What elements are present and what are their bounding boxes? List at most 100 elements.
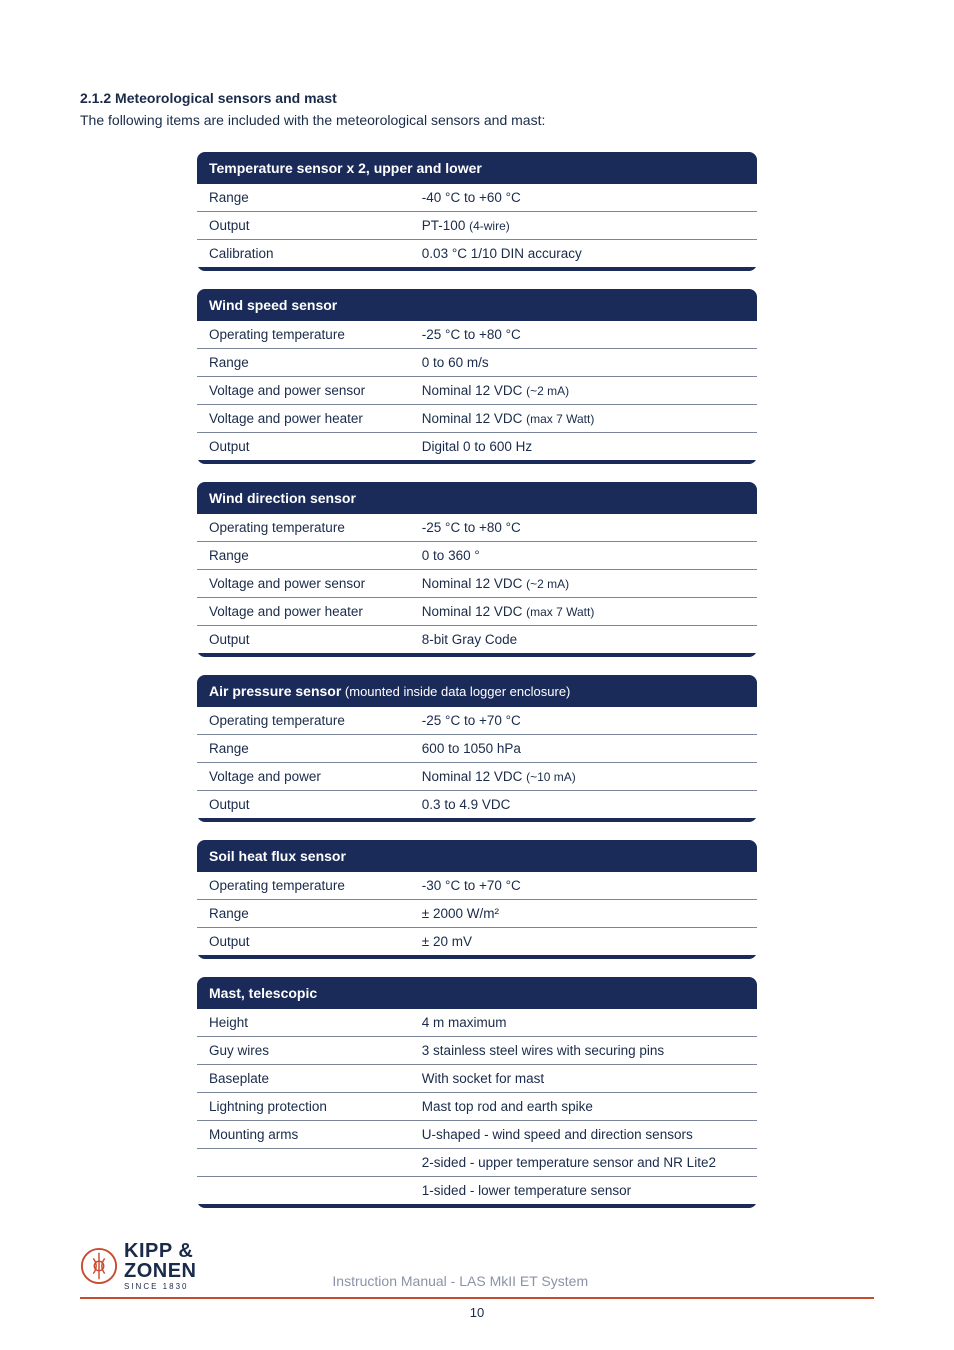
table-row: OutputPT-100 (4-wire) — [197, 212, 757, 240]
logo-line1: KIPP & — [124, 1241, 197, 1261]
table-row: Output± 20 mV — [197, 928, 757, 958]
table-header-text: Wind direction sensor — [209, 490, 356, 506]
spec-label: Guy wires — [197, 1037, 410, 1065]
spec-label: Voltage and power heater — [197, 405, 410, 433]
table-row: Voltage and power sensorNominal 12 VDC (… — [197, 377, 757, 405]
table-header-text: Wind speed sensor — [209, 297, 337, 313]
section-heading: Meteorological sensors and mast — [115, 90, 337, 106]
spec-label: Mounting arms — [197, 1121, 410, 1149]
table-row: Range± 2000 W/m² — [197, 900, 757, 928]
spec-value: Nominal 12 VDC (~2 mA) — [410, 570, 757, 598]
table-row: 2-sided - upper temperature sensor and N… — [197, 1149, 757, 1177]
spec-label: Output — [197, 433, 410, 463]
logo-line2: ZONEN — [124, 1261, 197, 1281]
table-row: OutputDigital 0 to 600 Hz — [197, 433, 757, 463]
spec-label: Operating temperature — [197, 707, 410, 735]
spec-value: 4 m maximum — [410, 1009, 757, 1037]
table-row: Output0.3 to 4.9 VDC — [197, 791, 757, 821]
manual-title: Instruction Manual - LAS MkII ET System — [197, 1273, 725, 1291]
spec-value: -30 °C to +70 °C — [410, 872, 757, 900]
table-header-text: Mast, telescopic — [209, 985, 317, 1001]
table-row: Operating temperature-25 °C to +80 °C — [197, 514, 757, 542]
table-row: Mounting armsU-shaped - wind speed and d… — [197, 1121, 757, 1149]
spec-value: ± 2000 W/m² — [410, 900, 757, 928]
brand-logo: KIPP & ZONEN SINCE 1830 — [80, 1241, 197, 1291]
spec-value: 1-sided - lower temperature sensor — [410, 1177, 757, 1207]
spec-label: Baseplate — [197, 1065, 410, 1093]
spec-label: Voltage and power sensor — [197, 570, 410, 598]
spec-label: Range — [197, 900, 410, 928]
table-header-text: Temperature sensor x 2, upper and lower — [209, 160, 482, 176]
spec-label: Voltage and power — [197, 763, 410, 791]
spec-label: Operating temperature — [197, 321, 410, 349]
spec-label: Voltage and power sensor — [197, 377, 410, 405]
section-number: 2.1.2 — [80, 90, 111, 106]
table-row: Calibration0.03 °C 1/10 DIN accuracy — [197, 240, 757, 270]
spec-table: Air pressure sensor (mounted inside data… — [197, 675, 757, 822]
table-header-text: Air pressure sensor — [209, 683, 341, 699]
spec-value: -25 °C to +80 °C — [410, 514, 757, 542]
spec-table: Wind direction sensor Operating temperatu… — [197, 482, 757, 657]
spec-label: Range — [197, 184, 410, 212]
spec-value: ± 20 mV — [410, 928, 757, 958]
table-header: Wind direction sensor — [197, 482, 757, 514]
section-intro: The following items are included with th… — [80, 112, 874, 128]
spec-label: Range — [197, 542, 410, 570]
spec-label: Height — [197, 1009, 410, 1037]
spec-label — [197, 1177, 410, 1207]
table-row: Range600 to 1050 hPa — [197, 735, 757, 763]
table-header-sub: (mounted inside data logger enclosure) — [341, 684, 570, 699]
spec-label: Output — [197, 626, 410, 656]
spec-value: -25 °C to +70 °C — [410, 707, 757, 735]
spec-label: Output — [197, 928, 410, 958]
table-row: Guy wires3 stainless steel wires with se… — [197, 1037, 757, 1065]
spec-value: 8-bit Gray Code — [410, 626, 757, 656]
spec-value: -40 °C to +60 °C — [410, 184, 757, 212]
table-row: 1-sided - lower temperature sensor — [197, 1177, 757, 1207]
page-footer: KIPP & ZONEN SINCE 1830 Instruction Manu… — [80, 1241, 874, 1320]
spec-table: Temperature sensor x 2, upper and lower R… — [197, 152, 757, 271]
section-title: 2.1.2 Meteorological sensors and mast — [80, 90, 874, 106]
logo-icon — [80, 1247, 118, 1285]
table-header-text: Soil heat flux sensor — [209, 848, 346, 864]
logo-text: KIPP & ZONEN SINCE 1830 — [124, 1241, 197, 1291]
tables-container: Temperature sensor x 2, upper and lower R… — [197, 152, 757, 1208]
spec-value: Nominal 12 VDC (max 7 Watt) — [410, 405, 757, 433]
spec-table: Mast, telescopic Height4 m maximumGuy wir… — [197, 977, 757, 1208]
table-header: Temperature sensor x 2, upper and lower — [197, 152, 757, 184]
spec-table: Wind speed sensor Operating temperature-2… — [197, 289, 757, 464]
spec-value: 0 to 360 ° — [410, 542, 757, 570]
spec-table: Soil heat flux sensorOperating temperatu… — [197, 840, 757, 959]
table-header: Air pressure sensor (mounted inside data… — [197, 675, 757, 707]
table-header: Mast, telescopic — [197, 977, 757, 1009]
table-row: Operating temperature-25 °C to +70 °C — [197, 707, 757, 735]
spec-value: Digital 0 to 600 Hz — [410, 433, 757, 463]
table-row: Voltage and power heaterNominal 12 VDC (… — [197, 405, 757, 433]
spec-value: Nominal 12 VDC (~10 mA) — [410, 763, 757, 791]
table-row: Height4 m maximum — [197, 1009, 757, 1037]
spec-value: Mast top rod and earth spike — [410, 1093, 757, 1121]
spec-value: 0 to 60 m/s — [410, 349, 757, 377]
spec-label: Output — [197, 212, 410, 240]
spec-label — [197, 1149, 410, 1177]
spec-label: Operating temperature — [197, 514, 410, 542]
spec-label: Range — [197, 349, 410, 377]
table-header: Wind speed sensor — [197, 289, 757, 321]
table-row: BaseplateWith socket for mast — [197, 1065, 757, 1093]
table-row: Lightning protectionMast top rod and ear… — [197, 1093, 757, 1121]
table-header: Soil heat flux sensor — [197, 840, 757, 872]
spec-label: Voltage and power heater — [197, 598, 410, 626]
logo-line3: SINCE 1830 — [124, 1283, 197, 1291]
table-row: Voltage and power sensorNominal 12 VDC (… — [197, 570, 757, 598]
spec-value: With socket for mast — [410, 1065, 757, 1093]
spec-label: Range — [197, 735, 410, 763]
spec-label: Lightning protection — [197, 1093, 410, 1121]
spec-label: Calibration — [197, 240, 410, 270]
spec-value: Nominal 12 VDC (~2 mA) — [410, 377, 757, 405]
spec-value: 600 to 1050 hPa — [410, 735, 757, 763]
table-row: Range-40 °C to +60 °C — [197, 184, 757, 212]
table-row: Voltage and power heaterNominal 12 VDC (… — [197, 598, 757, 626]
spec-value: 0.3 to 4.9 VDC — [410, 791, 757, 821]
table-row: Range0 to 60 m/s — [197, 349, 757, 377]
spec-value: -25 °C to +80 °C — [410, 321, 757, 349]
